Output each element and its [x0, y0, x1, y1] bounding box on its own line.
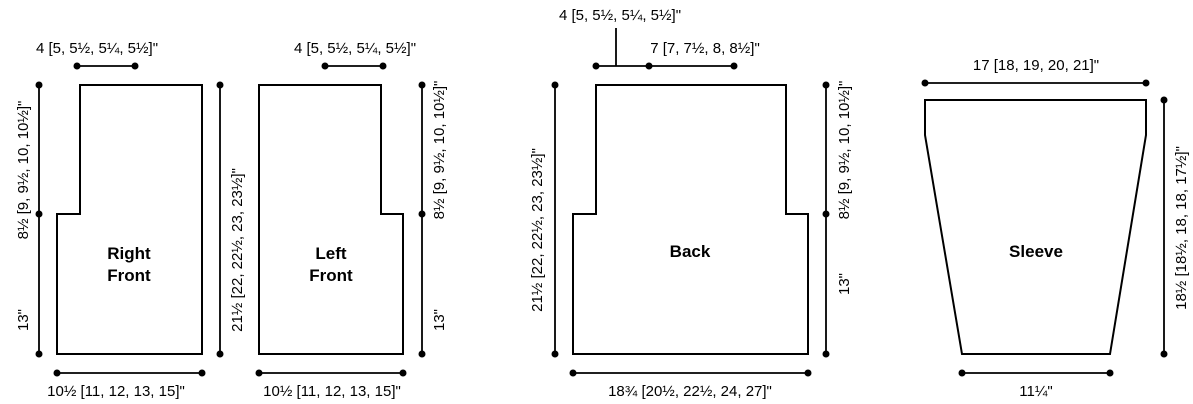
- back-total-height: 21½ [22, 22½, 23, 23½]": [529, 148, 546, 312]
- sleeve-outline: [924, 99, 1147, 355]
- sleeve-label: Sleeve: [1009, 242, 1063, 261]
- sleeve-height-dim-dot: [1160, 350, 1168, 358]
- right-front-left-dim-dot: [35, 81, 43, 89]
- right-front-piece: Right Front 4 [5, 5½, 5¼, 5½]" 10½ [11, …: [15, 40, 246, 400]
- sleeve-top-width: 17 [18, 19, 20, 21]": [973, 57, 1099, 74]
- back-total-dim-dot: [551, 350, 559, 358]
- left-front-label-line1: Left: [315, 244, 347, 263]
- back-right-dim-dot: [822, 210, 830, 218]
- sleeve-height: 18½ [18½, 18, 18, 17½]": [1173, 146, 1190, 310]
- left-front-right-dim-dot: [418, 81, 426, 89]
- back-neck-dim-dot: [730, 62, 738, 70]
- right-front-outline: [56, 84, 203, 355]
- left-front-right-dim-dot: [418, 350, 426, 358]
- left-front-upper-height: 8½ [9, 9½, 10, 10½]": [431, 81, 448, 220]
- back-neck-dim-dot: [592, 62, 600, 70]
- left-front-bottom-dim-dot: [399, 369, 407, 377]
- sleeve-piece: Sleeve 17 [18, 19, 20, 21]" 11¼" 18½ [18…: [921, 57, 1190, 400]
- left-front-right-dim-dot: [418, 210, 426, 218]
- right-front-top-width: 4 [5, 5½, 5¼, 5½]": [36, 40, 158, 57]
- sleeve-bottom-width: 11¼": [1019, 383, 1052, 400]
- sleeve-top-dim-dot: [921, 79, 929, 87]
- right-front-upper-height: 8½ [9, 9½, 10, 10½]": [15, 101, 32, 240]
- back-right-dim-dot: [822, 350, 830, 358]
- back-upper-height: 8½ [9, 9½, 10, 10½]": [836, 81, 853, 220]
- right-front-bottom-dim-dot: [53, 369, 61, 377]
- back-label: Back: [670, 242, 711, 261]
- right-front-left-dim-dot: [35, 350, 43, 358]
- right-front-total-dim-dot: [216, 350, 224, 358]
- back-shoulder-width: 4 [5, 5½, 5¼, 5½]": [559, 7, 681, 24]
- sleeve-height-dim-dot: [1160, 96, 1168, 104]
- left-front-bottom-dim-dot: [255, 369, 263, 377]
- left-front-bottom-width: 10½ [11, 12, 13, 15]": [263, 383, 401, 400]
- back-neck-dim-dot: [645, 62, 653, 70]
- sleeve-bottom-dim-dot: [958, 369, 966, 377]
- sleeve-top-dim-dot: [1142, 79, 1150, 87]
- right-front-bottom-dim-dot: [198, 369, 206, 377]
- back-lower-height: 13": [836, 273, 853, 295]
- right-front-top-dim-dot: [73, 62, 81, 70]
- right-front-total-height: 21½ [22, 22½, 23, 23½]": [229, 168, 246, 332]
- back-bottom-width: 18¾ [20½, 22½, 24, 27]": [608, 383, 772, 400]
- back-neck-width: 7 [7, 7½, 8, 8½]": [650, 40, 760, 57]
- left-front-top-dim-dot: [321, 62, 329, 70]
- left-front-lower-height: 13": [431, 309, 448, 331]
- right-front-label-line2: Front: [107, 266, 151, 285]
- left-front-outline: [258, 84, 404, 355]
- back-piece: Back 4 [5, 5½, 5¼, 5½]" 7 [7, 7½, 8, 8½]…: [529, 7, 853, 400]
- back-total-dim-dot: [551, 81, 559, 89]
- right-front-bottom-width: 10½ [11, 12, 13, 15]": [47, 383, 185, 400]
- back-bottom-dim-dot: [804, 369, 812, 377]
- sleeve-bottom-dim-dot: [1106, 369, 1114, 377]
- left-front-piece: Left Front 4 [5, 5½, 5¼, 5½]" 10½ [11, 1…: [255, 40, 448, 400]
- left-front-top-width: 4 [5, 5½, 5¼, 5½]": [294, 40, 416, 57]
- left-front-top-dim-dot: [379, 62, 387, 70]
- right-front-total-dim-dot: [216, 81, 224, 89]
- back-bottom-dim-dot: [569, 369, 577, 377]
- right-front-top-dim-dot: [131, 62, 139, 70]
- right-front-lower-height: 13": [15, 309, 32, 331]
- back-right-dim-dot: [822, 81, 830, 89]
- left-front-label-line2: Front: [309, 266, 353, 285]
- right-front-label-line1: Right: [107, 244, 151, 263]
- back-outline: [572, 84, 809, 355]
- right-front-left-dim-dot: [35, 210, 43, 218]
